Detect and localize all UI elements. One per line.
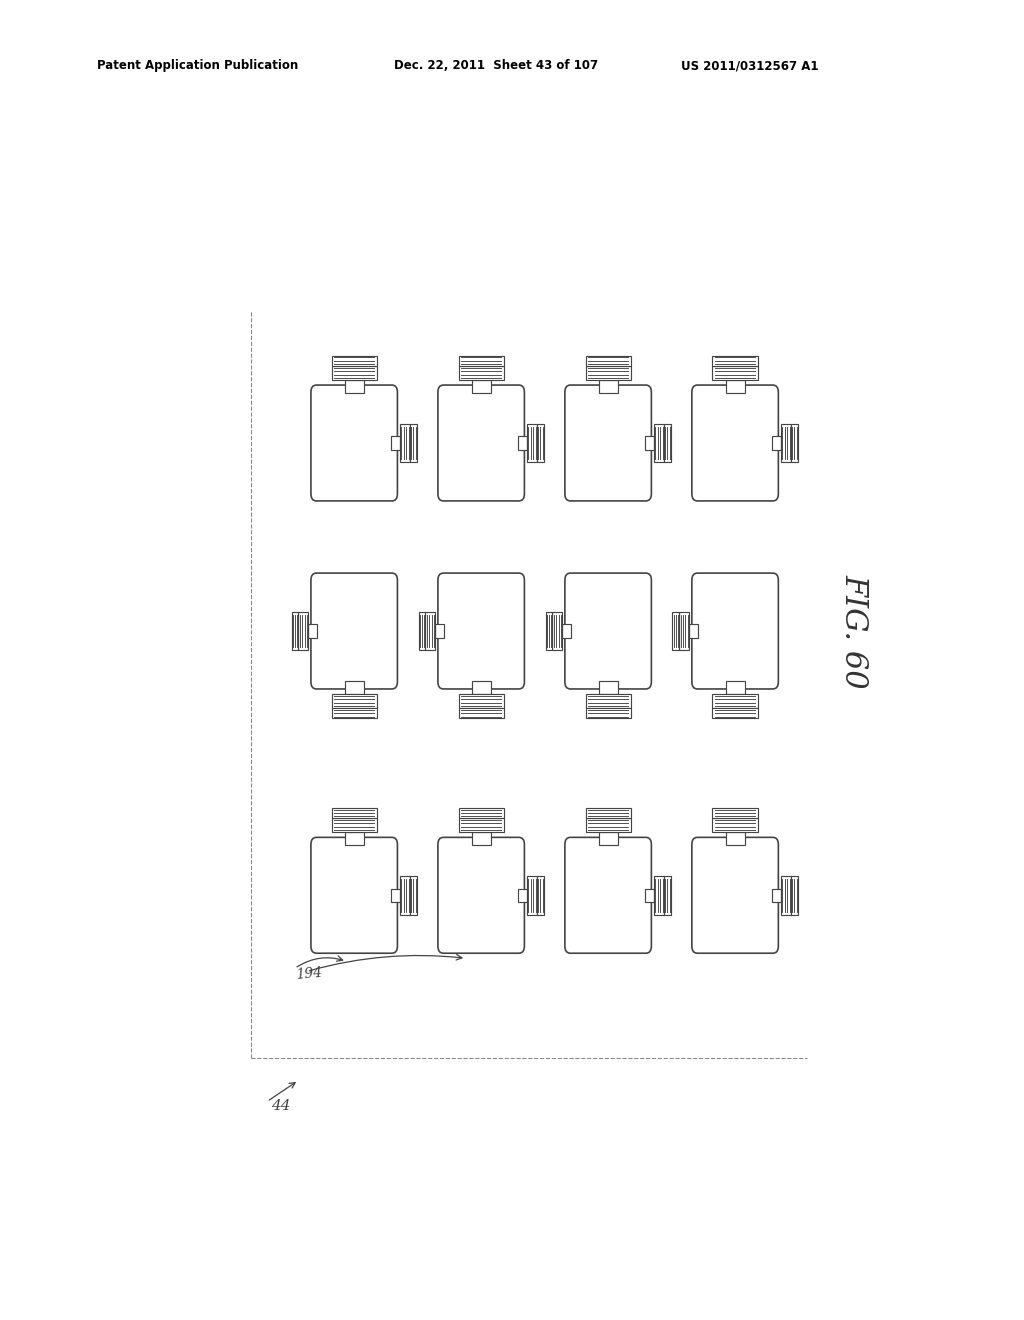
FancyBboxPatch shape [438,837,524,953]
Bar [664,424,671,462]
Bar [332,818,377,833]
Bar [410,424,417,462]
Bar [332,694,377,709]
Bar [781,424,791,462]
Bar [537,876,544,915]
Bar [425,611,435,651]
Bar [586,808,631,818]
Text: Dec. 22, 2011  Sheet 43 of 107: Dec. 22, 2011 Sheet 43 of 107 [394,59,598,73]
Bar [713,356,758,366]
Bar [772,437,781,450]
Bar [654,424,664,462]
Bar [781,876,791,915]
Bar [689,624,698,638]
Bar [332,366,377,380]
Bar [527,876,537,915]
Bar [586,356,631,366]
Bar [459,808,504,818]
Text: US 2011/0312567 A1: US 2011/0312567 A1 [681,59,818,73]
Bar [673,611,679,651]
Bar [332,356,377,366]
Bar [345,681,364,694]
Bar [713,366,758,380]
Text: Patent Application Publication: Patent Application Publication [97,59,299,73]
FancyBboxPatch shape [311,837,397,953]
Bar [345,380,364,393]
Bar [552,611,562,651]
Bar [586,709,631,718]
Bar [713,694,758,709]
Bar [726,833,744,846]
Bar [664,876,671,915]
Bar [772,888,781,902]
Bar [472,380,490,393]
Bar [713,709,758,718]
FancyBboxPatch shape [565,837,651,953]
FancyBboxPatch shape [692,837,778,953]
Bar [332,709,377,718]
Bar [679,611,689,651]
Bar [400,424,410,462]
Bar [459,366,504,380]
Bar [586,818,631,833]
Text: FIG. 60: FIG. 60 [839,574,869,688]
FancyBboxPatch shape [311,385,397,500]
Bar [292,611,298,651]
FancyBboxPatch shape [311,573,397,689]
Bar [472,681,490,694]
Bar [459,694,504,709]
Bar [308,624,317,638]
Bar [332,808,377,818]
Bar [599,833,617,846]
Bar [472,833,490,846]
Bar [410,876,417,915]
Bar [459,356,504,366]
Bar [654,876,664,915]
Bar [726,380,744,393]
Bar [586,694,631,709]
Bar [400,876,410,915]
Text: 44: 44 [270,1098,291,1113]
Bar [298,611,308,651]
Bar [546,611,552,651]
Bar [459,818,504,833]
Bar [537,424,544,462]
Bar [599,681,617,694]
Bar [713,818,758,833]
Bar [518,437,527,450]
Bar [435,624,444,638]
FancyBboxPatch shape [438,385,524,500]
Bar [459,709,504,718]
Bar [586,366,631,380]
FancyBboxPatch shape [692,385,778,500]
Bar [419,611,425,651]
Bar [562,624,571,638]
Text: 194: 194 [295,965,323,982]
Bar [645,437,654,450]
FancyBboxPatch shape [565,385,651,500]
Bar [726,681,744,694]
Bar [345,833,364,846]
Bar [391,888,400,902]
FancyBboxPatch shape [565,573,651,689]
FancyBboxPatch shape [438,573,524,689]
Bar [791,424,798,462]
Bar [518,888,527,902]
Bar [645,888,654,902]
Bar [713,808,758,818]
FancyBboxPatch shape [692,573,778,689]
Bar [791,876,798,915]
Bar [599,380,617,393]
Bar [527,424,537,462]
Bar [391,437,400,450]
